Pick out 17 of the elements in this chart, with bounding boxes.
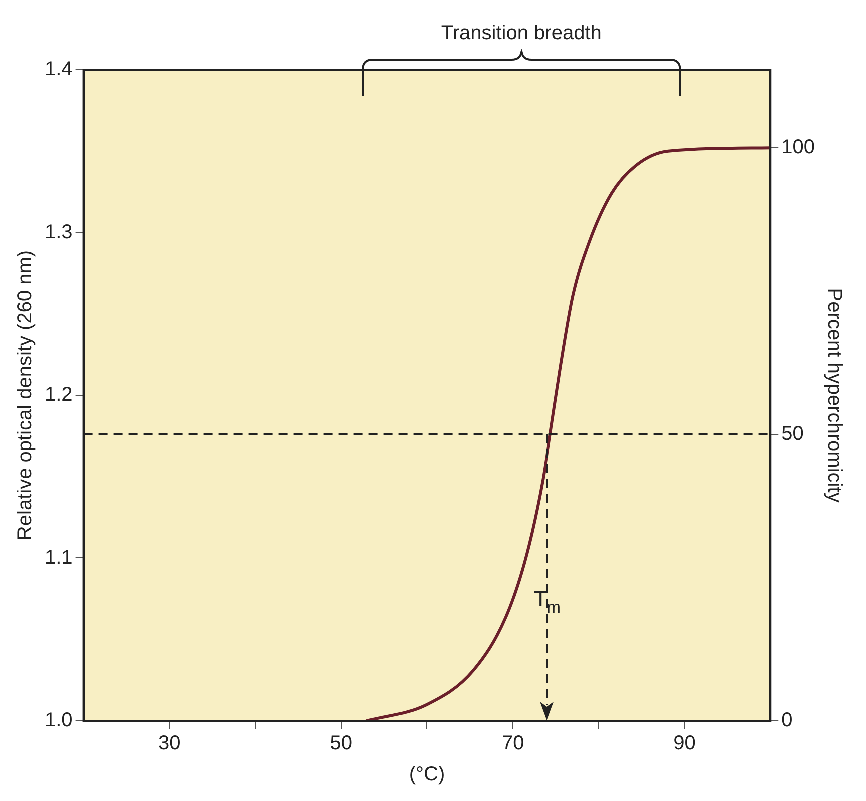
x-axis-title: (°C) [409,764,446,786]
y2-axis-title: Percent hyperchromicity [823,288,846,503]
y2-tick-label: 0 [782,710,793,732]
y-tick-label: 1.2 [44,384,73,406]
y-axis-title: Relative optical density (260 nm) [14,250,37,541]
y-tick-label: 1.0 [44,710,73,732]
line-series [366,146,771,721]
y-tick-label: 1.4 [44,58,73,81]
x-tick-label: 30 [158,732,181,755]
x-tick-label: 50 [330,732,352,755]
y-tick-label: 1.1 [44,546,73,569]
y-tick-label: 1.3 [44,221,73,244]
x-tick-label: 90 [674,732,696,755]
y2-tick-label: 50 [782,422,804,445]
y2-tick-label: 100 [782,136,816,158]
x-tick-label: 70 [502,732,524,755]
text: Transition breadth [441,22,602,45]
